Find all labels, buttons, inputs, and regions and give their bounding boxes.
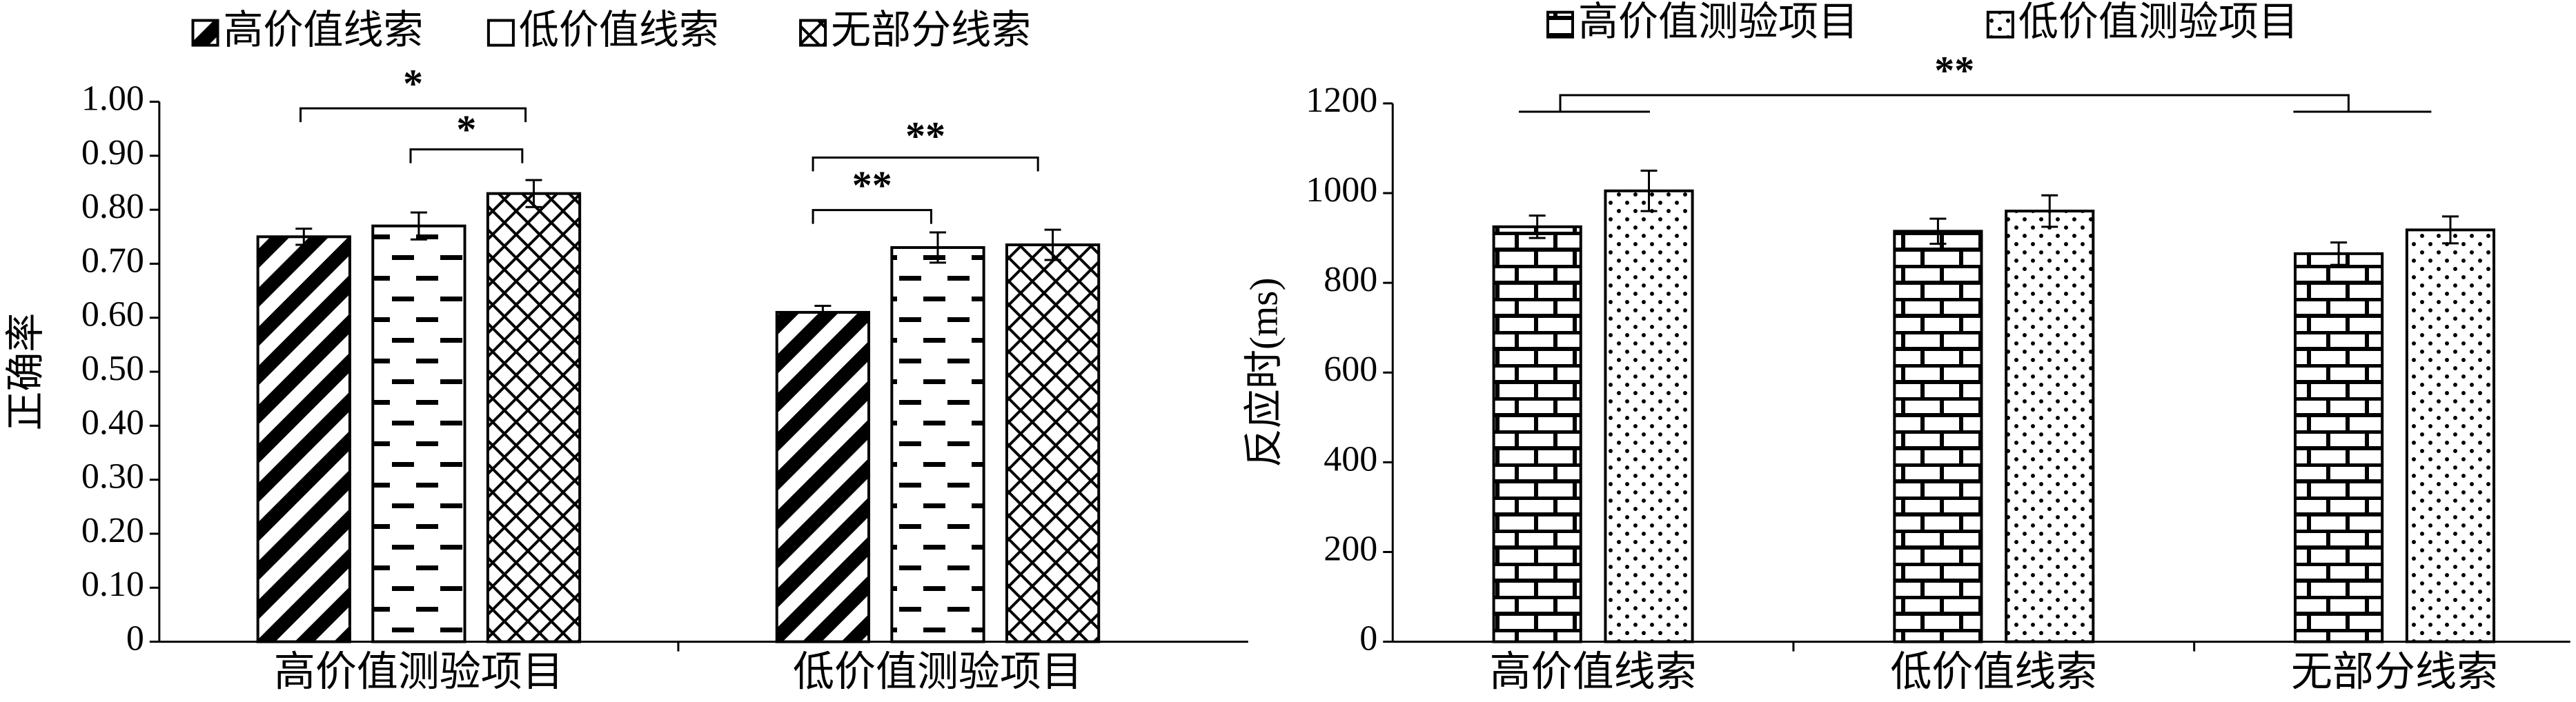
- y-tick-label: 0: [126, 619, 144, 659]
- bar: [1604, 189, 1694, 643]
- significance-bracket: [409, 148, 524, 163]
- y-tick-label: 0.50: [81, 349, 144, 388]
- y-tick-label: 1.00: [81, 79, 144, 118]
- legend-swatch: [191, 19, 219, 47]
- legend-swatch: [799, 19, 827, 47]
- bar: [2405, 228, 2496, 643]
- significance-label: *: [456, 107, 476, 152]
- y-tick-label: 0.60: [81, 295, 144, 334]
- y-tick-label: 800: [1324, 260, 1377, 299]
- legend-swatch: [1546, 10, 1574, 39]
- bar: [890, 245, 985, 643]
- y-tick-label: 0.90: [81, 133, 144, 172]
- y-tick-label: 0.10: [81, 565, 144, 604]
- legend-label: 无部分线索: [831, 8, 1031, 52]
- legend-label: 高价值线索: [224, 8, 424, 52]
- bar: [486, 192, 582, 643]
- bar: [1893, 230, 1983, 643]
- bar: [2294, 252, 2384, 643]
- x-tick-label: 低价值测验项目: [793, 649, 1083, 694]
- legend-swatch: [1986, 10, 2014, 39]
- y-tick-label: 0.70: [81, 241, 144, 280]
- y-tick-label: 400: [1324, 439, 1377, 479]
- x-tick-label: 高价值线索: [1490, 649, 1697, 694]
- y-tick-label: 1200: [1306, 81, 1377, 120]
- significance-bracket: [1519, 94, 2432, 113]
- legend-label: 高价值测验项目: [1578, 0, 1858, 44]
- legend-swatch: [486, 19, 515, 47]
- x-tick-label: 高价值测验项目: [274, 649, 564, 694]
- y-tick-label: 0.40: [81, 403, 144, 442]
- significance-label: **: [905, 113, 945, 158]
- y-tick-label: 200: [1324, 529, 1377, 568]
- significance-label: *: [403, 61, 423, 106]
- legend-label: 低价值线索: [519, 8, 719, 52]
- y-tick-label: 0: [1359, 619, 1377, 659]
- y-axis-label: 正确率: [4, 313, 48, 431]
- bar: [775, 310, 871, 643]
- y-tick-label: 1000: [1306, 170, 1377, 210]
- bar: [1492, 225, 1582, 643]
- significance-label: **: [852, 163, 892, 208]
- significance-bracket: [812, 209, 932, 224]
- y-tick-label: 0.20: [81, 511, 144, 550]
- bar: [1005, 243, 1101, 643]
- significance-bracket: [299, 107, 527, 123]
- legend-label: 低价值测验项目: [2018, 0, 2299, 44]
- y-tick-label: 0.30: [81, 457, 144, 497]
- y-tick-label: 0.80: [81, 187, 144, 226]
- bar: [256, 235, 351, 643]
- y-tick-label: 600: [1324, 350, 1377, 389]
- significance-label: **: [1934, 48, 1974, 92]
- y-axis-label: 反应时(ms): [1242, 278, 1286, 468]
- x-tick-label: 无部分线索: [2291, 649, 2498, 694]
- significance-bracket: [812, 156, 1039, 172]
- bar: [371, 224, 466, 643]
- bar: [2005, 210, 2095, 643]
- x-tick-label: 低价值线索: [1890, 649, 2097, 694]
